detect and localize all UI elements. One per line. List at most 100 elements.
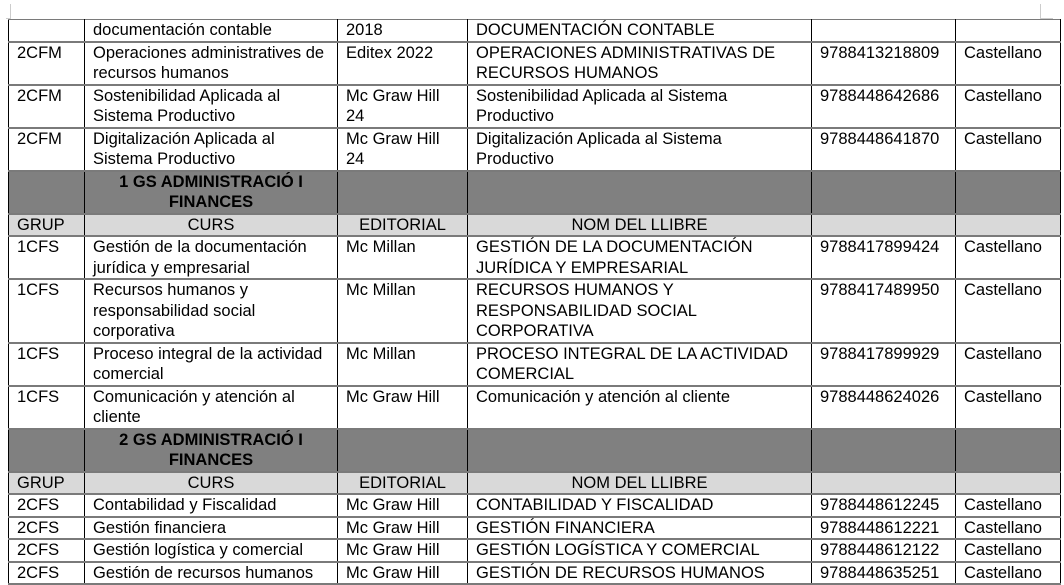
cell-book-title [467, 427, 812, 472]
cell-language: Castellano [955, 560, 1061, 585]
cell-book-title: OPERACIONES ADMINISTRATIVAS DE RECURSOS … [467, 40, 812, 85]
cell-language: Castellano [955, 40, 1061, 85]
cell-isbn: 9788413218809 [811, 40, 956, 85]
column-header-language [955, 470, 1061, 494]
table-row: 2CFM Operaciones administratives de recur… [8, 40, 1061, 85]
cell-course: Comunicación y atención al cliente [84, 384, 338, 429]
table-row: 1CFS Proceso integral de la actividad com… [8, 341, 1061, 386]
cell-language [955, 169, 1061, 214]
table-row: 2CFS Gestión financiera Mc Graw Hill GESTIÓ… [8, 515, 1061, 539]
cell-publisher: Mc Millan [337, 235, 468, 279]
column-header-course: CURS [84, 470, 338, 494]
cell-course: Proceso integral de la actividad comerci… [84, 341, 338, 386]
cell-publisher: Mc Graw Hill [337, 515, 468, 539]
cell-group: 2CFS [8, 515, 85, 539]
cell-group: 1CFS [8, 235, 85, 279]
cell-isbn: 9788417899424 [811, 235, 956, 279]
cell-course: Gestión de la documentación jurídica y e… [84, 235, 338, 279]
section-row: 2 GS ADMINISTRACIÓ I FINANCES [8, 427, 1061, 472]
table-row: 1CFS Recursos humanos y responsabilidad s… [8, 278, 1061, 343]
cell-isbn: 9788417489950 [811, 278, 956, 343]
cell-group: 2CFS [8, 538, 85, 562]
cell-course: Digitalización Aplicada al Sistema Produ… [84, 126, 338, 171]
cell-book-title: Digitalización Aplicada al Sistema Produ… [467, 126, 812, 171]
header-row: GRUP CURS EDITORIAL NOM DEL LLIBRE [8, 470, 1061, 494]
cell-publisher: Mc Graw Hill [337, 384, 468, 429]
column-header-isbn [811, 470, 956, 494]
column-header-publisher: EDITORIAL [337, 470, 468, 494]
cell-group: 2CFM [8, 126, 85, 171]
cell-course: Gestión de recursos humanos [84, 560, 338, 585]
cell-book-title: DOCUMENTACIÓN CONTABLE [467, 19, 812, 42]
section-row: 1 GS ADMINISTRACIÓ I FINANCES [8, 169, 1061, 214]
column-header-publisher: EDITORIAL [337, 212, 468, 236]
cell-course: Gestión financiera [84, 515, 338, 539]
table-row: 1CFS Gestión de la documentación jurídica… [8, 235, 1061, 279]
cell-publisher: Mc Millan [337, 278, 468, 343]
cell-language [955, 19, 1061, 42]
cell-isbn: 9788448624026 [811, 384, 956, 429]
cell-publisher: Mc Millan [337, 341, 468, 386]
table-row: 2CFS Gestión de recursos humanos Mc Graw H… [8, 560, 1061, 585]
cell-group: 2CFM [8, 40, 85, 85]
cell-language: Castellano [955, 515, 1061, 539]
column-header-group: GRUP [8, 212, 85, 236]
cell-book-title: GESTIÓN DE LA DOCUMENTACIÓN JURÍDICA Y E… [467, 235, 812, 279]
cell-course: Gestión logística y comercial [84, 538, 338, 562]
cell-book-title: Comunicación y atención al cliente [467, 384, 812, 429]
table-row: 2CFM Sostenibilidad Aplicada al Sistema P… [8, 83, 1061, 128]
cell-book-title: GESTIÓN FINANCIERA [467, 515, 812, 539]
cell-book-title [467, 169, 812, 214]
cell-book-title: GESTIÓN LOGÍSTICA Y COMERCIAL [467, 538, 812, 562]
cell-language: Castellano [955, 235, 1061, 279]
cell-course: Contabilidad y Fiscalidad [84, 493, 338, 517]
column-header-language [955, 212, 1061, 236]
cell-course: documentación contable [84, 19, 338, 42]
cell-isbn [811, 19, 956, 42]
cell-publisher: Editex 2022 [337, 40, 468, 85]
cell-group: 2CFS [8, 560, 85, 585]
cell-publisher: Mc Graw Hill 24 [337, 83, 468, 128]
table-row: 2CFS Contabilidad y Fiscalidad Mc Graw Hil… [8, 493, 1061, 517]
cell-isbn: 9788448612122 [811, 538, 956, 562]
cell-group: 1CFS [8, 278, 85, 343]
column-header-isbn [811, 212, 956, 236]
cell-group: 2CFS [8, 493, 85, 517]
cell-language: Castellano [955, 126, 1061, 171]
column-header-book-title: NOM DEL LLIBRE [467, 470, 812, 494]
cell-group: 1CFS [8, 384, 85, 429]
cell-publisher [337, 427, 468, 472]
cell-language: Castellano [955, 83, 1061, 128]
cell-isbn: 9788417899929 [811, 341, 956, 386]
cell-isbn [811, 427, 956, 472]
cell-group [8, 427, 85, 472]
cell-isbn: 9788448635251 [811, 560, 956, 585]
cell-book-title: Sostenibilidad Aplicada al Sistema Produ… [467, 83, 812, 128]
cell-book-title: CONTABILIDAD Y FISCALIDAD [467, 493, 812, 517]
cell-course: Sostenibilidad Aplicada al Sistema Produ… [84, 83, 338, 128]
cell-course: 1 GS ADMINISTRACIÓ I FINANCES [84, 169, 338, 214]
cell-course: 2 GS ADMINISTRACIÓ I FINANCES [84, 427, 338, 472]
column-header-book-title: NOM DEL LLIBRE [467, 212, 812, 236]
cell-isbn: 9788448612245 [811, 493, 956, 517]
column-header-group: GRUP [8, 470, 85, 494]
cell-language: Castellano [955, 384, 1061, 429]
cell-book-title: PROCESO INTEGRAL DE LA ACTIVIDAD COMERCI… [467, 341, 812, 386]
books-table: documentación contable 2018 DOCUMENTACIÓN … [8, 19, 1061, 585]
cell-isbn [811, 169, 956, 214]
cell-publisher [337, 169, 468, 214]
cell-group [8, 19, 85, 42]
cell-publisher: 2018 [337, 19, 468, 42]
cell-language [955, 427, 1061, 472]
cell-language: Castellano [955, 538, 1061, 562]
cell-publisher: Mc Graw Hill [337, 493, 468, 517]
cell-publisher: Mc Graw Hill [337, 560, 468, 585]
cell-language: Castellano [955, 493, 1061, 517]
cell-group: 1CFS [8, 341, 85, 386]
cell-isbn: 9788448642686 [811, 83, 956, 128]
cell-group [8, 169, 85, 214]
column-header-course: CURS [84, 212, 338, 236]
table-row: documentación contable 2018 DOCUMENTACIÓN … [8, 19, 1061, 42]
page-corner-mark [1040, 4, 1053, 19]
table-row: 2CFS Gestión logística y comercial Mc Graw… [8, 538, 1061, 562]
